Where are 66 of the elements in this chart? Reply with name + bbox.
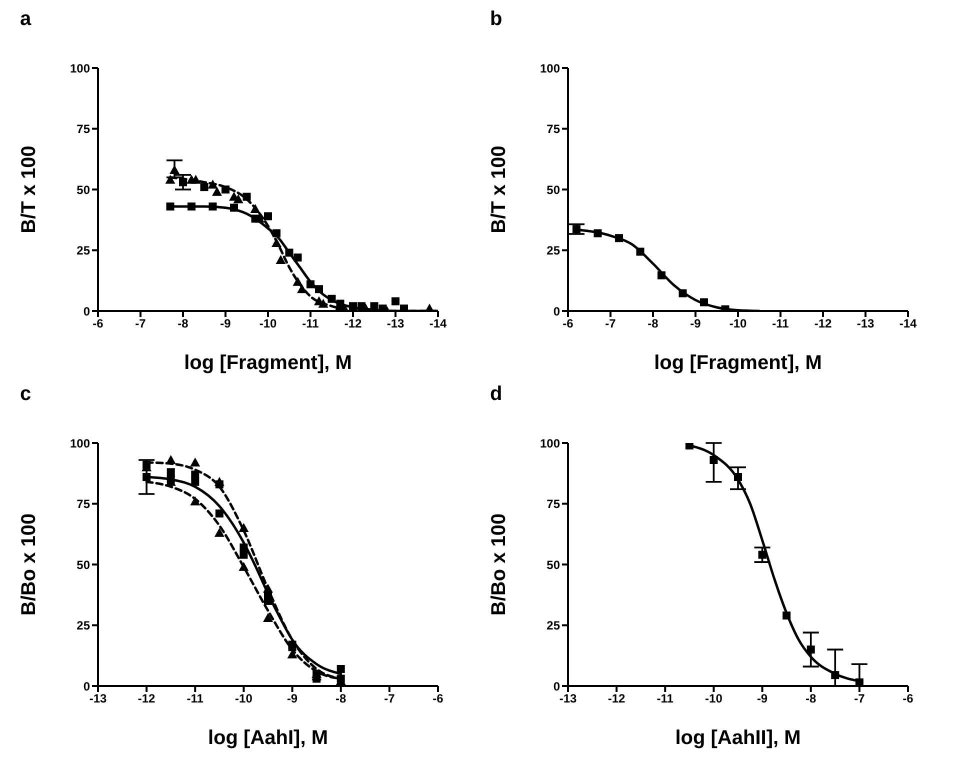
x-tick-label: -8 <box>336 692 347 706</box>
x-tick-label: -6 <box>92 316 104 331</box>
y-tick-label: 100 <box>540 61 560 76</box>
x-tick-label: -7 <box>384 692 396 706</box>
x-tick-label: -10 <box>235 692 253 706</box>
x-tick-label: -11 <box>302 316 320 331</box>
y-tick-label: 75 <box>546 122 560 136</box>
y-tick-label: 25 <box>76 618 90 633</box>
x-tick-label: -7 <box>854 692 866 706</box>
x-tick-label: -13 <box>89 692 107 706</box>
x-tick-label: -8 <box>806 692 817 706</box>
x-tick-label: -8 <box>648 316 659 331</box>
y-axis-title: B/T x 100 <box>18 146 40 234</box>
y-tick-label: 50 <box>76 182 90 197</box>
x-tick-label: -10 <box>729 316 747 331</box>
y-tick-label: 0 <box>553 679 560 694</box>
y-tick-label: 50 <box>546 182 560 197</box>
x-tick-label: -11 <box>186 692 204 706</box>
x-tick-label: -13 <box>856 316 874 331</box>
x-tick-label: -12 <box>608 692 626 706</box>
x-tick-label: -9 <box>690 316 702 331</box>
y-tick-label: 75 <box>76 497 90 512</box>
x-tick-label: -9 <box>220 316 232 331</box>
x-tick-label: -9 <box>286 692 298 706</box>
y-tick-label: 100 <box>70 436 90 450</box>
x-tick-label: -10 <box>259 316 277 331</box>
x-axis-title: log [Fragment], M <box>184 352 352 374</box>
y-tick-label: 75 <box>76 122 90 136</box>
x-tick-label: -6 <box>902 692 914 706</box>
x-tick-label: -11 <box>772 316 790 331</box>
x-tick-label: -13 <box>386 316 404 331</box>
x-tick-label: -14 <box>899 316 917 331</box>
y-tick-label: 50 <box>76 558 90 572</box>
x-axis-title: log [Fragment], M <box>654 352 822 374</box>
y-tick-label: 25 <box>76 244 90 258</box>
x-tick-label: -13 <box>559 692 577 706</box>
y-tick-label: 75 <box>546 497 560 512</box>
y-axis-title: B/Bo x 100 <box>488 513 510 616</box>
x-tick-label: -6 <box>432 692 444 706</box>
y-tick-label: 100 <box>70 61 90 76</box>
x-tick-label: -9 <box>756 692 768 706</box>
x-tick-label: -14 <box>429 316 447 331</box>
chart-title: a <box>20 8 32 31</box>
y-tick-label: 50 <box>546 558 560 572</box>
y-tick-label: 25 <box>546 244 560 258</box>
x-tick-label: -6 <box>562 316 574 331</box>
x-tick-label: -8 <box>178 316 189 331</box>
chart-title: b <box>490 8 502 31</box>
x-tick-label: -12 <box>814 316 832 331</box>
y-tick-label: 25 <box>546 618 560 633</box>
y-tick-label: 100 <box>540 436 560 450</box>
y-tick-label: 0 <box>83 304 90 318</box>
x-tick-label: -11 <box>656 692 674 706</box>
y-axis-title: B/T x 100 <box>488 146 510 234</box>
x-axis-title: log [AahI], M <box>208 727 328 749</box>
y-tick-label: 0 <box>83 679 90 694</box>
x-tick-label: -7 <box>605 316 616 331</box>
y-tick-label: 0 <box>553 304 560 318</box>
x-tick-label: -12 <box>344 316 362 331</box>
chart-title: d <box>490 383 502 406</box>
y-axis-title: B/Bo x 100 <box>18 513 40 616</box>
x-tick-label: -7 <box>135 316 146 331</box>
x-tick-label: -10 <box>705 692 723 706</box>
x-tick-label: -12 <box>138 692 156 706</box>
x-axis-title: log [AahII], M <box>675 727 801 749</box>
chart-title: c <box>20 383 32 406</box>
